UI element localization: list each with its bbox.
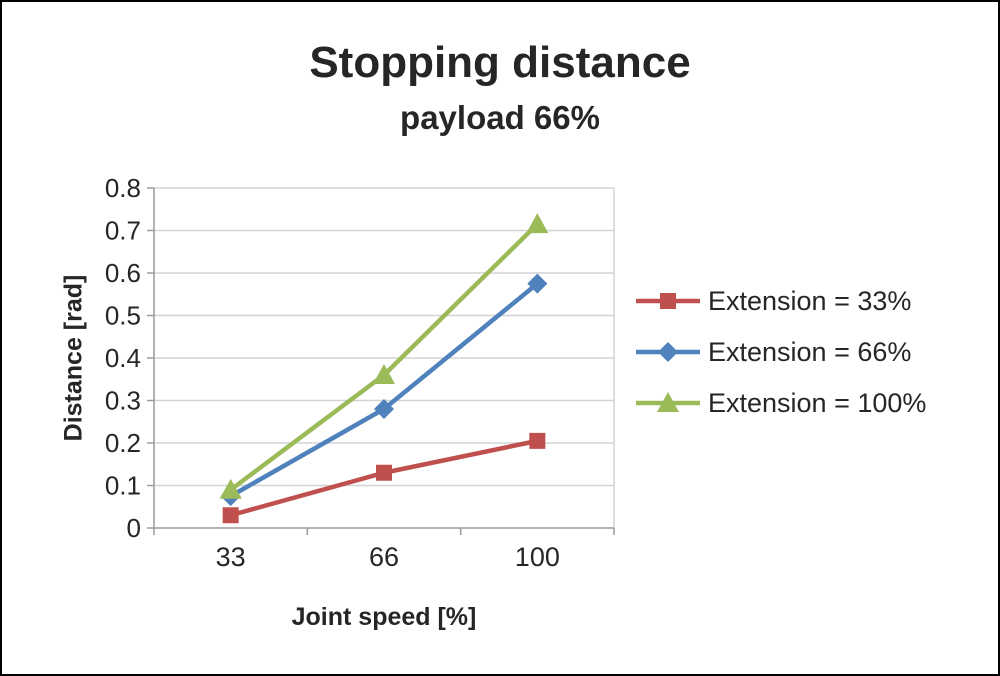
legend-item: Extension = 33% <box>636 282 926 320</box>
x-tick-label: 100 <box>515 542 560 572</box>
y-tick-label: 0.6 <box>105 258 141 288</box>
marker-triangle-icon <box>219 478 242 499</box>
marker-diamond-icon <box>374 399 394 419</box>
x-tick-label: 66 <box>369 542 399 572</box>
legend-swatch-diamond <box>636 342 700 362</box>
y-tick-label: 0.2 <box>105 428 141 458</box>
y-tick-label: 0.4 <box>105 343 141 373</box>
x-axis-title: Joint speed [%] <box>291 603 477 631</box>
legend-swatch-triangle <box>636 392 700 412</box>
legend-label: Extension = 33% <box>708 285 912 316</box>
marker-triangle-icon <box>373 364 395 384</box>
marker-triangle-icon <box>526 213 549 234</box>
legend: Extension = 33% Extension = 66% Extension … <box>636 282 926 435</box>
chart-title: Stopping distance <box>309 38 691 87</box>
marker-diamond-icon <box>527 273 548 294</box>
legend-label: Extension = 66% <box>708 336 912 367</box>
y-tick-label: 0 <box>127 513 141 543</box>
legend-item: Extension = 100% <box>636 384 926 422</box>
legend-swatch-square <box>636 293 700 309</box>
y-axis-title: Distance [rad] <box>59 274 88 442</box>
marker-square-icon <box>376 464 392 481</box>
marker-triangle-icon <box>657 392 679 412</box>
x-tick-label: 33 <box>216 542 246 572</box>
legend-label: Extension = 100% <box>708 387 927 418</box>
marker-diamond-icon <box>658 342 678 362</box>
y-tick-label: 0.8 <box>105 173 141 203</box>
y-tick-label: 0.1 <box>105 471 141 501</box>
y-tick-label: 0.3 <box>105 386 141 416</box>
legend-item: Extension = 66% <box>636 333 926 371</box>
marker-square-icon <box>660 293 676 309</box>
marker-square-icon <box>222 507 239 524</box>
y-tick-label: 0.5 <box>105 301 141 331</box>
chart-subtitle: payload 66% <box>400 99 600 136</box>
plot-area: 0 0.1 0.2 0.3 0.4 0.5 0.6 0.7 0.8 33 66 100 <box>105 173 615 572</box>
y-tick-label: 0.7 <box>105 216 141 246</box>
marker-square-icon <box>529 432 546 449</box>
